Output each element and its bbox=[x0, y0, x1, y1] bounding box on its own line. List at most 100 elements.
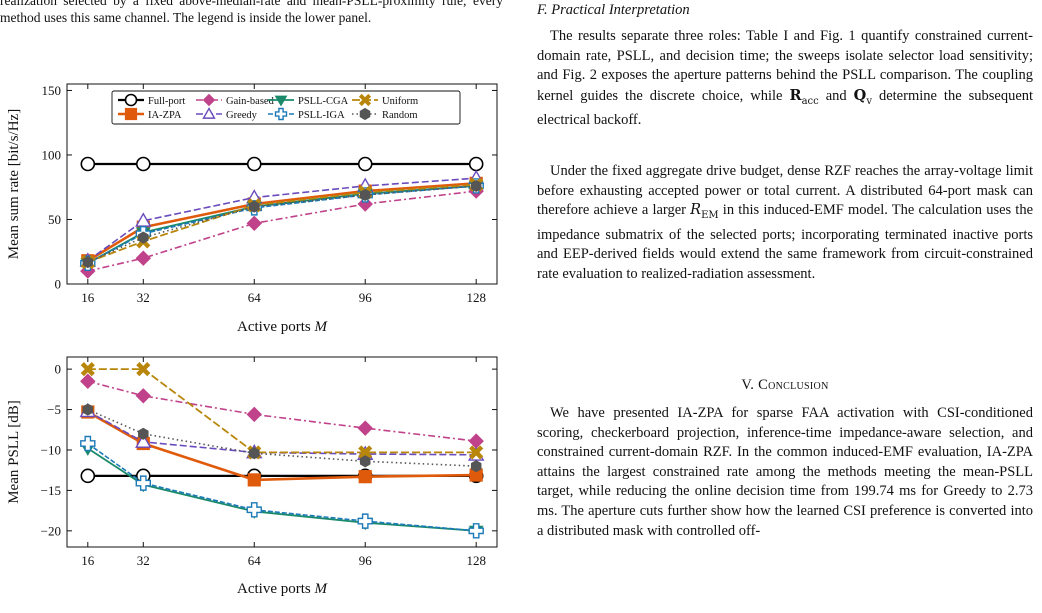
x-axis-label-var: M bbox=[313, 319, 328, 335]
y-axis-label: Mean sum rate [bit/s/Hz] bbox=[6, 109, 22, 259]
legend-marker-gain-based bbox=[202, 93, 216, 107]
data-point-full-port bbox=[80, 156, 96, 172]
p1-and: and bbox=[825, 87, 847, 104]
data-point-gain-based bbox=[246, 215, 262, 232]
y-tick-label: 0 bbox=[55, 362, 62, 377]
y-axis-label: Mean PSLL [dB] bbox=[6, 400, 22, 504]
text-column: F. Practical Interpretation The results … bbox=[537, 0, 1033, 613]
p1-text: The results separate three roles: Table … bbox=[537, 28, 1033, 104]
y-tick-label: −5 bbox=[47, 402, 61, 417]
figure-column: realization selected by a fixed above-me… bbox=[0, 0, 510, 613]
data-point-full-port bbox=[468, 156, 484, 172]
data-point-gain-based bbox=[135, 388, 151, 404]
math-q: Q bbox=[853, 86, 867, 104]
data-point-psll-iga bbox=[246, 502, 262, 518]
legend-label-greedy: Greedy bbox=[226, 110, 258, 121]
chart-panel-1: 16 32 64 96 128 0 50 100 150 Active ports M Mean s… bbox=[6, 83, 498, 335]
math-sub-acc: acc bbox=[801, 95, 819, 107]
x-tick-label: 16 bbox=[81, 290, 95, 305]
p1-end: determine the subsequent electrical back… bbox=[537, 87, 1034, 129]
paragraph-conclusion: We have presented IA-ZPA for sparse FAA … bbox=[537, 405, 1033, 539]
figure-svg: 16 32 64 96 128 0 50 100 150 Active ports M Mean s… bbox=[6, 83, 498, 597]
data-point-full-port bbox=[80, 468, 96, 484]
legend-label-gain-based: Gain-based bbox=[226, 96, 275, 107]
x-tick-label: 64 bbox=[248, 553, 262, 568]
figure-caption-top: realization selected by a fixed above-me… bbox=[0, 0, 503, 25]
y-tick-label: −15 bbox=[41, 483, 61, 498]
math-sub-em: EM bbox=[701, 210, 719, 222]
legend-marker-uniform bbox=[358, 93, 372, 107]
data-point-gain-based bbox=[135, 250, 151, 266]
data-point-random bbox=[359, 188, 371, 202]
legend-marker-full-port bbox=[124, 93, 138, 107]
data-point-random bbox=[248, 447, 260, 460]
x-tick-label: 32 bbox=[137, 290, 150, 305]
data-point-full-port bbox=[246, 156, 262, 172]
data-point-random bbox=[470, 179, 482, 193]
data-point-full-port bbox=[357, 156, 373, 172]
y-tick-label: 150 bbox=[42, 83, 62, 98]
paragraph-interpretation: The results separate three roles: Table … bbox=[537, 27, 1033, 131]
legend-label-full-port: Full-port bbox=[148, 96, 185, 107]
legend-marker-psll-iga bbox=[274, 107, 288, 121]
data-point-psll-iga bbox=[357, 513, 373, 529]
data-point-random bbox=[470, 460, 482, 473]
y-tick-label: 0 bbox=[55, 277, 62, 292]
data-point-random bbox=[359, 455, 371, 468]
legend-label-random: Random bbox=[382, 110, 418, 121]
legend-label-psll-cga: PSLL-CGA bbox=[298, 96, 349, 107]
x-axis-label-var: M bbox=[313, 581, 328, 597]
data-point-uniform bbox=[358, 445, 373, 460]
y-tick-label: 50 bbox=[48, 212, 61, 227]
math-r: R bbox=[789, 86, 802, 104]
legend-marker-psll-cga bbox=[274, 95, 288, 107]
x-tick-label: 16 bbox=[81, 553, 95, 568]
legend-marker-greedy bbox=[202, 107, 216, 119]
conclusion-title: V. Conclusion bbox=[741, 377, 829, 393]
y-tick-label: −10 bbox=[41, 442, 61, 457]
data-point-gain-based bbox=[357, 420, 373, 436]
paragraph-budget: Under the fixed aggregate drive budget, … bbox=[537, 162, 1033, 284]
legend-label-psll-iga: PSLL-IGA bbox=[298, 110, 345, 121]
plot-frame bbox=[66, 356, 498, 548]
math-r2: R bbox=[690, 202, 702, 219]
x-tick-label: 128 bbox=[466, 553, 486, 568]
x-tick-label: 96 bbox=[359, 290, 373, 305]
legend: Full-port IA-ZPA Gain-based Greedy PSLL-CGA P… bbox=[111, 90, 461, 125]
data-point-gain-based bbox=[246, 406, 262, 423]
math-r-em: REM bbox=[690, 202, 719, 222]
math-sub-v: v bbox=[866, 95, 872, 107]
chart-panel-2: 16 32 64 96 128 0 −5 −10 −15 −20 Active ports M Mea… bbox=[6, 356, 498, 597]
data-point-ia-zpa bbox=[358, 470, 372, 484]
legend-label-uniform: Uniform bbox=[382, 96, 418, 107]
section-title: F. Practical Interpretation bbox=[537, 2, 690, 18]
data-point-gain-based bbox=[357, 196, 373, 212]
y-tick-label: −20 bbox=[41, 523, 61, 538]
legend-marker-random bbox=[359, 107, 371, 121]
y-tick-label: 100 bbox=[42, 147, 62, 162]
data-point-random bbox=[248, 200, 260, 213]
data-point-random bbox=[82, 255, 94, 269]
x-tick-label: 96 bbox=[359, 553, 373, 568]
data-point-psll-iga bbox=[135, 475, 151, 491]
data-point-full-port bbox=[135, 156, 151, 172]
data-point-random bbox=[138, 231, 149, 244]
series-line-uniform bbox=[87, 183, 477, 263]
x-axis-label: Active ports M bbox=[237, 319, 328, 335]
math-r-acc: Racc bbox=[789, 86, 819, 107]
plot-frame bbox=[66, 83, 498, 285]
data-point-psll-iga bbox=[80, 435, 96, 452]
data-point-gain-based bbox=[468, 433, 484, 449]
x-axis-label: Active ports M bbox=[237, 581, 328, 597]
data-point-random bbox=[138, 427, 149, 440]
data-point-uniform bbox=[80, 362, 95, 377]
legend-marker-ia-zpa bbox=[124, 107, 138, 121]
data-point-uniform bbox=[469, 445, 484, 460]
p2-text-b: in this induced-EMF model. The calculati… bbox=[537, 202, 1034, 282]
data-point-psll-iga bbox=[468, 523, 484, 539]
data-point-ia-zpa bbox=[247, 473, 261, 487]
x-tick-label: 64 bbox=[248, 290, 262, 305]
data-point-greedy bbox=[135, 433, 152, 448]
legend-label-ia-zpa: IA-ZPA bbox=[148, 110, 182, 121]
math-q-v: Qv bbox=[853, 86, 872, 107]
